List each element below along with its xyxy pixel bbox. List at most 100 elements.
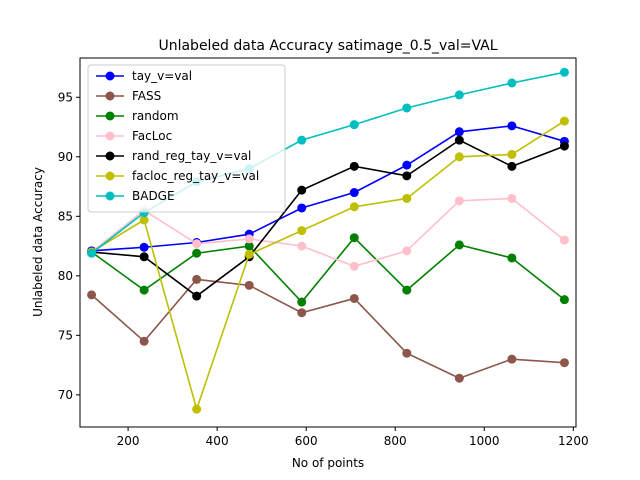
- data-point: [297, 226, 307, 236]
- data-point: [454, 373, 464, 383]
- data-point: [454, 127, 464, 137]
- data-point: [454, 196, 464, 206]
- data-point: [349, 161, 359, 171]
- legend-entry: facloc_reg_tay_v=val: [96, 169, 259, 183]
- series-FASS: [87, 274, 569, 383]
- data-point: [454, 240, 464, 250]
- legend-label: BADGE: [132, 189, 175, 203]
- legend-label: random: [132, 109, 179, 123]
- legend-label: FASS: [132, 89, 161, 103]
- data-point: [559, 67, 569, 77]
- y-tick-label: 70: [58, 388, 73, 402]
- data-point: [507, 149, 517, 159]
- legend-entry: random: [96, 109, 179, 123]
- legend-marker: [105, 151, 115, 161]
- x-tick-label: 600: [295, 434, 318, 448]
- y-tick-label: 75: [58, 328, 73, 342]
- data-point: [559, 116, 569, 126]
- y-tick-label: 90: [58, 150, 73, 164]
- data-point: [297, 135, 307, 145]
- data-point: [402, 103, 412, 113]
- legend-label: tay_v=val: [132, 69, 192, 83]
- data-point: [402, 348, 412, 358]
- legend-label: FacLoc: [132, 129, 172, 143]
- series-line: [91, 139, 565, 298]
- y-axis-label: Unlabeled data Accuracy: [31, 167, 45, 317]
- data-point: [139, 336, 149, 346]
- data-point: [139, 252, 149, 262]
- y-tick-label: 80: [58, 269, 73, 283]
- legend-label: facloc_reg_tay_v=val: [132, 169, 259, 183]
- legend-marker: [105, 171, 115, 181]
- data-point: [402, 246, 412, 256]
- data-point: [297, 185, 307, 195]
- legend: tay_v=val FASS random FacLoc rand_reg_tay_v=…: [87, 64, 286, 213]
- series-line: [91, 236, 565, 304]
- data-point: [507, 193, 517, 203]
- data-point: [507, 161, 517, 171]
- data-point: [139, 242, 149, 252]
- data-point: [87, 290, 97, 300]
- data-point: [139, 215, 149, 225]
- series-random: [87, 233, 569, 307]
- data-point: [349, 202, 359, 212]
- y-tick-label: 85: [58, 209, 73, 223]
- series-line: [91, 125, 565, 252]
- axes-frame: [79, 57, 577, 428]
- data-point: [402, 193, 412, 203]
- data-point: [349, 293, 359, 303]
- data-point: [297, 308, 307, 318]
- data-point: [507, 354, 517, 364]
- data-point: [349, 233, 359, 243]
- data-point: [559, 295, 569, 305]
- data-point: [507, 121, 517, 131]
- data-point: [402, 160, 412, 170]
- x-tick-label: 200: [117, 434, 140, 448]
- series-facloc_reg_tay_v=val: [87, 116, 569, 414]
- series-line: [91, 197, 565, 268]
- data-point: [402, 171, 412, 181]
- data-point: [192, 248, 202, 258]
- series-line: [91, 120, 565, 412]
- data-point: [559, 235, 569, 245]
- data-point: [297, 297, 307, 307]
- data-point: [244, 249, 254, 259]
- legend-marker: [105, 191, 115, 201]
- data-point: [349, 120, 359, 130]
- data-point: [244, 280, 254, 290]
- data-point: [507, 253, 517, 263]
- x-tick-label: 800: [384, 434, 407, 448]
- legend-entry: FASS: [96, 89, 161, 103]
- data-point: [297, 241, 307, 251]
- x-tick-label: 1200: [558, 434, 589, 448]
- data-point: [507, 78, 517, 88]
- plot-area: [87, 67, 569, 414]
- data-point: [87, 248, 97, 258]
- legend-marker: [105, 71, 115, 81]
- legend-marker: [105, 111, 115, 121]
- legend-entry: FacLoc: [96, 129, 172, 143]
- data-point: [192, 404, 202, 414]
- data-point: [244, 234, 254, 244]
- legend-marker: [105, 131, 115, 141]
- data-point: [454, 90, 464, 100]
- x-axis-label: No of points: [292, 456, 364, 470]
- x-tick-label: 400: [206, 434, 229, 448]
- chart-title: Unlabeled data Accuracy satimage_0.5_val…: [158, 38, 497, 54]
- series-line: [91, 278, 565, 380]
- data-point: [559, 358, 569, 368]
- data-point: [192, 239, 202, 249]
- data-point: [192, 291, 202, 301]
- data-point: [454, 135, 464, 145]
- legend-label: rand_reg_tay_v=val: [132, 149, 251, 163]
- axis-ticks: 200 400 600 800 1000 1200 70 75 80 85 90 95: [58, 90, 589, 448]
- data-point: [454, 152, 464, 162]
- y-tick-label: 95: [58, 90, 73, 104]
- data-point: [559, 141, 569, 151]
- legend-entry: tay_v=val: [96, 69, 192, 83]
- legend-box: [87, 64, 286, 213]
- x-tick-label: 1000: [469, 434, 500, 448]
- data-point: [349, 261, 359, 271]
- legend-entry: BADGE: [96, 189, 175, 203]
